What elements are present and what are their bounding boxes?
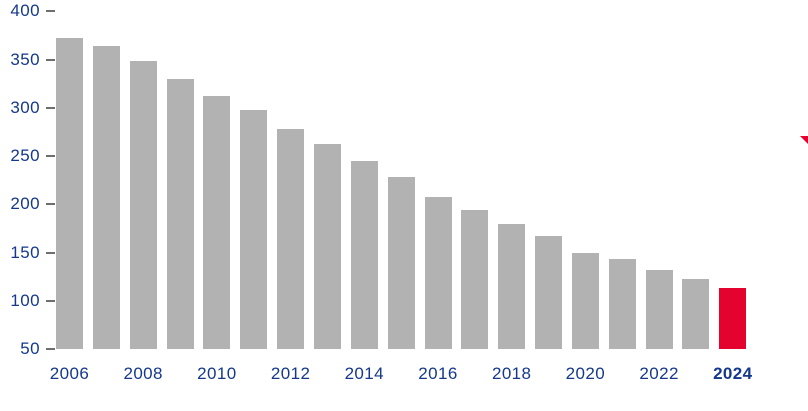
bar-2022 bbox=[645, 269, 673, 349]
bar-2018 bbox=[498, 223, 526, 349]
x-axis-label-2020: 2020 bbox=[565, 364, 606, 383]
y-axis-tick-label: 400 bbox=[10, 1, 40, 21]
bar-2009 bbox=[166, 78, 194, 349]
trend-arrow-icon bbox=[800, 136, 808, 144]
bar-2011 bbox=[240, 109, 268, 349]
y-axis-tick-label: 350 bbox=[10, 49, 40, 69]
y-axis-tick-label: 150 bbox=[10, 242, 40, 262]
bar-2014 bbox=[350, 160, 378, 349]
bar-2012 bbox=[277, 128, 305, 349]
bar-2017 bbox=[461, 210, 489, 349]
y-axis-tick-mark bbox=[46, 203, 55, 206]
x-axis-label-2022: 2022 bbox=[639, 364, 679, 383]
bar-2007 bbox=[92, 45, 120, 349]
x-axis-label-2014: 2014 bbox=[344, 364, 384, 383]
bar-2016 bbox=[424, 196, 452, 349]
bar-2015 bbox=[387, 177, 415, 349]
y-axis-tick-mark bbox=[46, 348, 55, 350]
y-axis-tick-label: 300 bbox=[10, 97, 40, 117]
y-axis-tick-label: 250 bbox=[10, 146, 40, 165]
bar-2023 bbox=[682, 278, 710, 349]
bar-2013 bbox=[313, 144, 341, 349]
bar-2021 bbox=[608, 259, 636, 349]
y-axis-tick-mark bbox=[46, 58, 55, 61]
x-axis-label-2006: 2006 bbox=[49, 364, 90, 383]
bar-2006 bbox=[56, 38, 83, 349]
x-axis-label-2010: 2010 bbox=[197, 364, 237, 383]
bar-2008 bbox=[129, 61, 157, 349]
x-axis-label-2008: 2008 bbox=[123, 364, 163, 383]
y-axis-tick-mark bbox=[46, 10, 55, 13]
x-axis-label-2016: 2016 bbox=[418, 364, 458, 383]
y-axis-tick-mark bbox=[46, 251, 55, 254]
y-axis-tick-mark bbox=[46, 299, 55, 302]
y-axis-tick-label: 50 bbox=[20, 339, 40, 358]
y-axis-tick-mark bbox=[46, 106, 55, 109]
x-axis-label-2012: 2012 bbox=[270, 364, 311, 383]
bar-2020 bbox=[571, 253, 599, 349]
bar-2024 bbox=[719, 288, 747, 349]
y-axis-tick-label: 200 bbox=[10, 194, 40, 214]
x-axis-label-2024: 2024 bbox=[713, 364, 753, 383]
x-axis-label-2018: 2018 bbox=[491, 364, 532, 383]
y-axis-tick-mark bbox=[46, 155, 55, 157]
bar-2019 bbox=[535, 236, 563, 349]
bar-2010 bbox=[203, 96, 231, 349]
y-axis-tick-label: 100 bbox=[10, 290, 40, 310]
